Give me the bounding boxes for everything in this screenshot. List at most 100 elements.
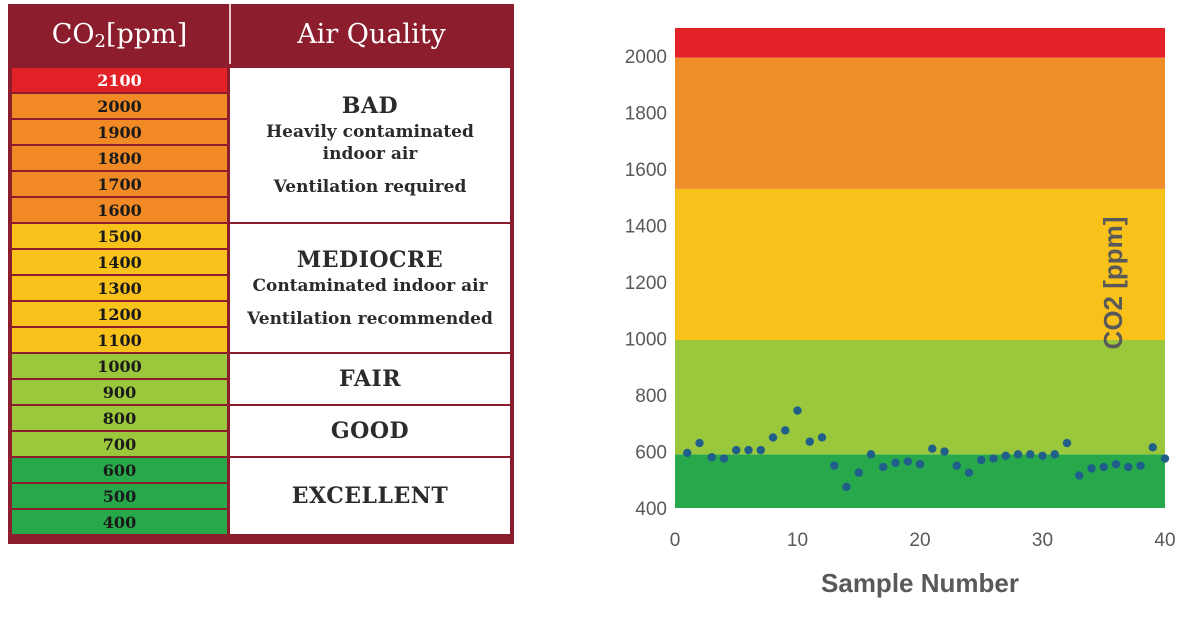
data-point xyxy=(903,457,912,466)
ppm-row-1100: 1100 xyxy=(12,328,227,352)
quality-column: BAD Heavily contaminated indoor air Vent… xyxy=(230,68,510,536)
y-tick-label: 600 xyxy=(635,443,667,464)
data-point xyxy=(1160,454,1170,463)
quality-good-cell: GOOD xyxy=(230,406,510,456)
data-point xyxy=(1124,462,1133,472)
header-co2-unit: [ppm] xyxy=(106,18,188,50)
ppm-row-500: 500 xyxy=(12,484,227,508)
x-tick-label: 20 xyxy=(909,530,930,551)
quality-fair-cell: FAIR xyxy=(230,354,510,404)
data-point xyxy=(879,462,888,472)
ppm-row-2000: 2000 xyxy=(12,94,227,118)
data-point xyxy=(1087,464,1096,473)
data-point xyxy=(756,445,765,455)
data-point xyxy=(830,461,839,470)
header-co2-label: CO xyxy=(51,18,95,50)
data-point xyxy=(952,461,961,470)
ppm-row-1300: 1300 xyxy=(12,276,227,300)
data-point xyxy=(732,445,741,455)
data-point xyxy=(1099,462,1108,472)
data-point xyxy=(1050,450,1059,459)
ppm-row-1400: 1400 xyxy=(12,250,227,274)
data-point xyxy=(866,450,876,459)
ppm-row-1900: 1900 xyxy=(12,120,227,144)
quality-bad-title: BAD xyxy=(341,93,399,119)
data-point xyxy=(781,426,790,435)
quality-fair-title: FAIR xyxy=(339,366,401,392)
ppm-row-1700: 1700 xyxy=(12,172,227,196)
data-point xyxy=(964,468,974,477)
quality-bad-desc-2: indoor air xyxy=(322,144,418,164)
quality-mediocre-cell: MEDIOCRE Contaminated indoor air Ventila… xyxy=(230,224,510,352)
header-air-quality: Air Quality xyxy=(297,18,446,50)
ppm-row-400: 400 xyxy=(12,510,227,534)
ppm-row-1500: 1500 xyxy=(12,224,227,248)
data-point xyxy=(1001,451,1010,460)
data-point xyxy=(707,452,716,462)
data-point xyxy=(989,454,998,463)
y-axis-ticks: 400 600 800 1000 1200 1400 1600 1800 2000 xyxy=(625,47,667,520)
ppm-row-1200: 1200 xyxy=(12,302,227,326)
data-point xyxy=(817,433,827,442)
x-tick-label: 0 xyxy=(670,530,681,551)
co2-scatter-chart: 400 600 800 1000 1200 1400 1600 1800 2000 0 10 20 3… xyxy=(625,28,1176,598)
data-point xyxy=(719,454,729,463)
quality-bad-action: Ventilation required xyxy=(273,177,467,197)
header-co2: CO 2 [ppm] xyxy=(10,4,229,64)
data-point xyxy=(768,433,778,442)
data-point xyxy=(695,438,704,448)
data-point xyxy=(805,437,814,446)
data-point xyxy=(744,445,753,455)
ppm-row-2100: 2100 xyxy=(12,68,227,92)
ppm-row-800: 800 xyxy=(12,406,227,430)
ppm-row-1800: 1800 xyxy=(12,146,227,170)
y-tick-label: 400 xyxy=(635,499,667,520)
y-axis-label: CO2 [ppm] xyxy=(1098,217,1128,350)
data-point xyxy=(1075,471,1084,480)
y-tick-label: 2000 xyxy=(625,47,667,68)
data-point xyxy=(1013,450,1023,459)
quality-good-title: GOOD xyxy=(330,418,410,444)
quality-bands xyxy=(675,28,1165,508)
y-tick-label: 1600 xyxy=(625,160,667,181)
ppm-row-1000: 1000 xyxy=(12,354,227,378)
data-point xyxy=(842,482,851,492)
data-point xyxy=(940,447,949,456)
quality-excellent-title: EXCELLENT xyxy=(291,483,449,509)
band-4 xyxy=(675,28,1165,58)
y-tick-label: 1800 xyxy=(625,104,667,125)
quality-mediocre-action: Ventilation recommended xyxy=(247,309,493,329)
data-point xyxy=(1111,460,1121,469)
x-axis-ticks: 0 10 20 30 40 xyxy=(670,530,1176,551)
ppm-row-1600: 1600 xyxy=(12,198,227,222)
quality-mediocre-desc: Contaminated indoor air xyxy=(252,276,488,296)
quality-bad-desc-1: Heavily contaminated xyxy=(266,122,474,142)
data-point xyxy=(854,468,863,477)
quality-excellent-cell: EXCELLENT xyxy=(230,458,510,534)
y-tick-label: 1000 xyxy=(625,330,667,351)
ppm-row-700: 700 xyxy=(12,432,227,456)
header-co2-subscript: 2 xyxy=(94,30,106,52)
x-axis-label: Sample Number xyxy=(821,568,1019,598)
ppm-column: 2100 2000 1900 1800 1700 1600 1500 1400 1300 1200… xyxy=(12,68,227,536)
band-1 xyxy=(675,340,1165,455)
data-point xyxy=(928,444,937,453)
data-point xyxy=(793,406,802,415)
band-2 xyxy=(675,188,1165,340)
x-tick-label: 30 xyxy=(1032,530,1053,551)
quality-bad-cell: BAD Heavily contaminated indoor air Vent… xyxy=(230,68,510,222)
y-tick-label: 1400 xyxy=(625,217,667,238)
y-tick-label: 1200 xyxy=(625,273,667,294)
data-point xyxy=(1148,443,1157,452)
data-point xyxy=(1038,451,1047,460)
ppm-row-600: 600 xyxy=(12,458,227,482)
header-divider xyxy=(229,4,231,64)
air-quality-table: CO 2 [ppm] Air Quality 2100 2000 1900 1800 17… xyxy=(8,4,514,544)
data-point xyxy=(1026,450,1035,459)
quality-mediocre-title: MEDIOCRE xyxy=(296,247,444,273)
data-point xyxy=(683,448,692,458)
data-point xyxy=(1062,438,1072,448)
data-point xyxy=(977,455,986,465)
ppm-row-900: 900 xyxy=(12,380,227,404)
table-header: CO 2 [ppm] Air Quality xyxy=(10,4,512,64)
